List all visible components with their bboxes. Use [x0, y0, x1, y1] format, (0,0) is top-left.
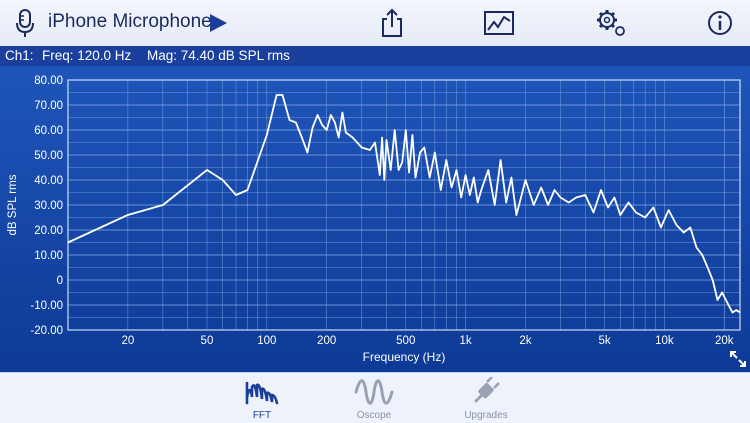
y-tick-label: 60.00 [34, 125, 63, 137]
magnitude-readout: Mag: 74.40 dB SPL rms [147, 48, 290, 63]
settings-icon[interactable] [594, 8, 628, 38]
input-source-title[interactable]: iPhone Microphone [48, 11, 212, 32]
frequency-readout: Freq: 120.0 Hz [42, 48, 132, 63]
x-tick-label: 20 [121, 335, 134, 347]
y-tick-label: 50.00 [34, 150, 63, 162]
fft-chart[interactable]: 80.00 70.00 60.00 50.00 40.00 30.00 20.00 10.00… [0, 66, 750, 372]
tab-upgrades-label: Upgrades [464, 410, 508, 421]
y-tick-label: 80.00 [34, 75, 63, 87]
info-icon[interactable] [706, 8, 734, 38]
graph-icon[interactable] [483, 8, 515, 38]
x-tick-label: 100 [257, 335, 276, 347]
y-tick-label: -20.00 [30, 325, 63, 337]
top-toolbar: iPhone Microphone [0, 0, 750, 46]
x-tick-label: 500 [396, 335, 415, 347]
y-tick-label: 70.00 [34, 100, 63, 112]
x-tick-label: 50 [201, 335, 214, 347]
share-icon[interactable] [378, 8, 406, 38]
x-tick-label: 10k [655, 335, 674, 347]
y-tick-label: 20.00 [34, 225, 63, 237]
bottom-tab-bar: FFT Oscope Upgrades [0, 372, 750, 423]
x-tick-label: 1k [460, 335, 472, 347]
fft-icon [245, 381, 279, 405]
y-tick-label: 0 [57, 275, 63, 287]
y-tick-label: 10.00 [34, 250, 63, 262]
x-tick-label: 200 [317, 335, 336, 347]
tab-oscope-label: Oscope [356, 410, 392, 421]
plug-icon [474, 376, 500, 403]
y-tick-label: 40.00 [34, 175, 63, 187]
y-tick-label: -10.00 [30, 300, 63, 312]
channel-label: Ch1: [5, 48, 34, 63]
x-tick-label: 2k [519, 335, 531, 347]
x-tick-label: 20k [715, 335, 734, 347]
tab-fft-label: FFT [252, 410, 272, 421]
expand-icon[interactable] [728, 349, 748, 369]
microphone-icon[interactable] [14, 8, 36, 38]
oscilloscope-icon [354, 379, 394, 405]
play-icon[interactable] [207, 8, 229, 38]
spectrum-trace [67, 94, 741, 314]
x-tick-label: 5k [598, 335, 610, 347]
x-axis-label: Frequency (Hz) [363, 350, 446, 364]
tab-oscope[interactable]: Oscope [334, 377, 414, 421]
cursor-readout: Ch1: Freq: 120.0 Hz Mag: 74.40 dB SPL rm… [0, 46, 750, 66]
plot-frame [67, 79, 741, 331]
tab-upgrades[interactable]: Upgrades [446, 376, 526, 421]
y-tick-label: 30.00 [34, 200, 63, 212]
tab-fft[interactable]: FFT [222, 377, 302, 421]
fft-plot-area[interactable]: 80.00 70.00 60.00 50.00 40.00 30.00 20.00 10.00… [0, 66, 750, 372]
y-axis-label: dB SPL rms [7, 174, 19, 235]
